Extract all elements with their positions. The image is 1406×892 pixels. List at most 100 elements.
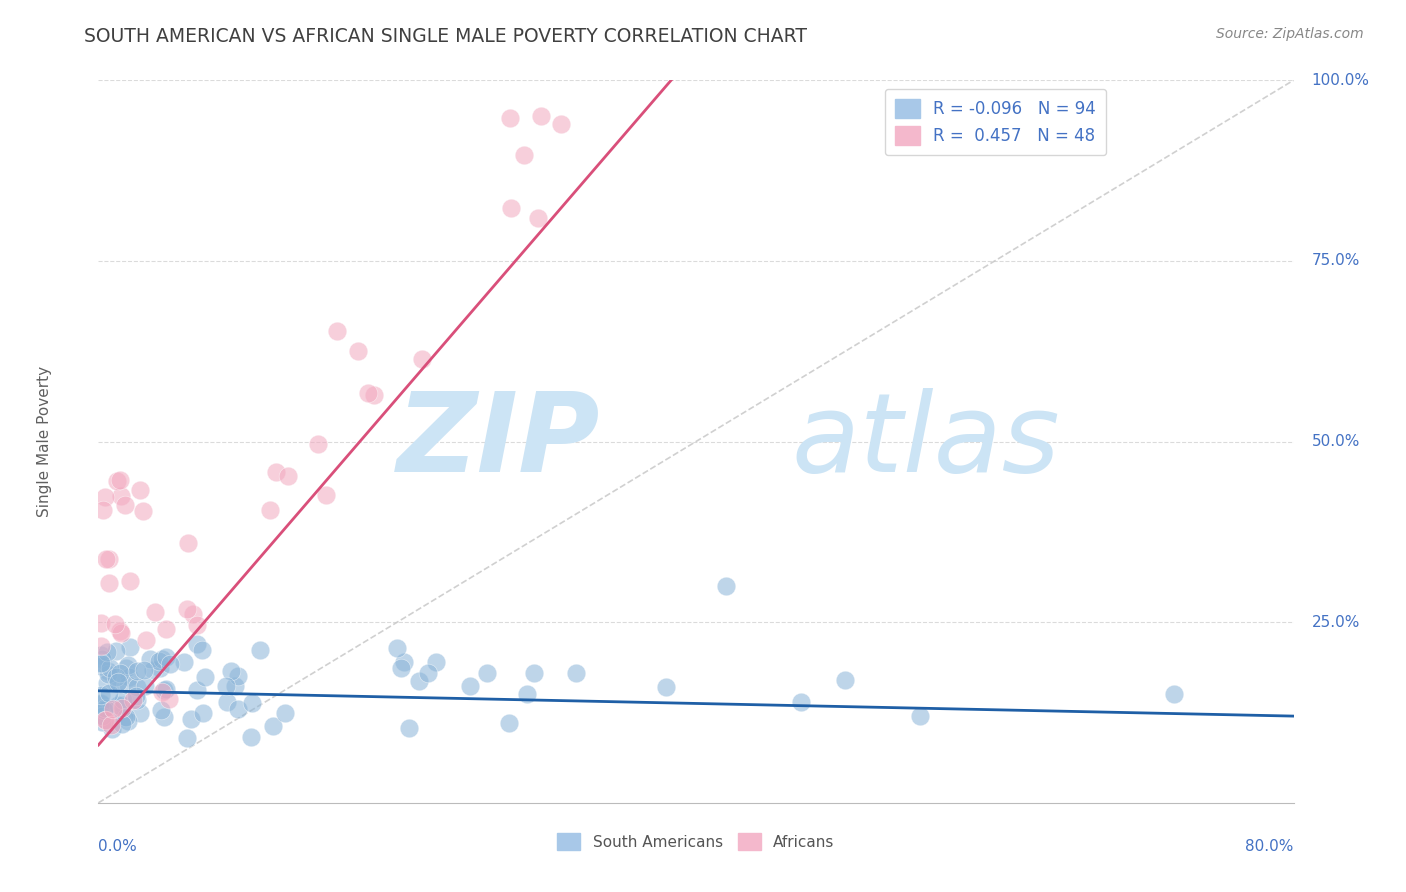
Point bbox=[90, 659, 112, 673]
Point bbox=[111, 717, 134, 731]
Point bbox=[149, 661, 172, 675]
Point bbox=[224, 679, 246, 693]
Point bbox=[125, 664, 148, 678]
Point bbox=[908, 709, 931, 723]
Point bbox=[98, 576, 121, 591]
Point bbox=[181, 607, 204, 621]
Point bbox=[425, 655, 447, 669]
Point bbox=[408, 674, 430, 689]
Point bbox=[107, 474, 129, 488]
Point bbox=[108, 624, 131, 638]
Point bbox=[97, 552, 120, 566]
Text: ZIP: ZIP bbox=[396, 388, 600, 495]
Point bbox=[513, 148, 536, 162]
Point bbox=[249, 643, 271, 657]
Point bbox=[107, 698, 129, 712]
Point bbox=[96, 676, 118, 690]
Point bbox=[93, 703, 115, 717]
Point bbox=[307, 437, 329, 451]
Point bbox=[363, 388, 385, 402]
Point bbox=[155, 622, 177, 636]
Point bbox=[91, 503, 114, 517]
Point bbox=[215, 679, 238, 693]
Text: 75.0%: 75.0% bbox=[1312, 253, 1360, 268]
Point bbox=[411, 352, 433, 367]
Point bbox=[150, 703, 173, 717]
Point bbox=[526, 211, 548, 226]
Point bbox=[100, 717, 122, 731]
Point bbox=[111, 693, 134, 707]
Point bbox=[477, 665, 499, 680]
Point bbox=[110, 626, 132, 640]
Point bbox=[96, 551, 118, 566]
Point bbox=[315, 488, 337, 502]
Point bbox=[834, 673, 856, 687]
Point bbox=[96, 714, 118, 729]
Point bbox=[100, 702, 122, 716]
Text: 0.0%: 0.0% bbox=[98, 838, 138, 854]
Point bbox=[125, 693, 148, 707]
Point bbox=[150, 652, 173, 666]
Point bbox=[240, 696, 263, 710]
Point bbox=[157, 691, 180, 706]
Point bbox=[273, 706, 295, 720]
Point bbox=[714, 579, 737, 593]
Point bbox=[159, 657, 181, 671]
Point bbox=[134, 679, 156, 693]
Point bbox=[96, 645, 118, 659]
Point bbox=[90, 657, 112, 671]
Text: 80.0%: 80.0% bbox=[1246, 838, 1294, 854]
Point bbox=[105, 676, 128, 690]
Point bbox=[90, 615, 112, 630]
Point bbox=[565, 665, 588, 680]
Point bbox=[228, 702, 250, 716]
Point bbox=[148, 654, 170, 668]
Point bbox=[110, 489, 132, 503]
Text: Single Male Poverty: Single Male Poverty bbox=[37, 366, 52, 517]
Point bbox=[176, 602, 198, 616]
Point bbox=[117, 670, 139, 684]
Point bbox=[523, 666, 546, 681]
Point bbox=[132, 504, 155, 518]
Point bbox=[91, 714, 114, 729]
Point bbox=[191, 643, 214, 657]
Point bbox=[105, 670, 128, 684]
Point bbox=[93, 713, 115, 727]
Point bbox=[416, 665, 439, 680]
Point bbox=[357, 386, 380, 401]
Point bbox=[150, 684, 173, 698]
Point bbox=[239, 730, 262, 744]
Point bbox=[128, 483, 150, 497]
Point bbox=[142, 664, 165, 678]
Point bbox=[155, 650, 177, 665]
Text: SOUTH AMERICAN VS AFRICAN SINGLE MALE POVERTY CORRELATION CHART: SOUTH AMERICAN VS AFRICAN SINGLE MALE PO… bbox=[84, 27, 807, 45]
Point bbox=[264, 465, 287, 479]
Point bbox=[186, 618, 208, 632]
Point bbox=[90, 697, 112, 711]
Point bbox=[186, 682, 208, 697]
Point bbox=[326, 324, 349, 338]
Point bbox=[387, 640, 409, 655]
Point bbox=[153, 683, 176, 698]
Point bbox=[114, 498, 136, 512]
Point bbox=[107, 675, 129, 690]
Point bbox=[259, 503, 281, 517]
Point bbox=[152, 709, 174, 723]
Point bbox=[97, 664, 120, 678]
Point bbox=[94, 490, 117, 504]
Point bbox=[1163, 687, 1185, 701]
Point bbox=[108, 473, 131, 487]
Point bbox=[277, 468, 299, 483]
Point bbox=[91, 652, 114, 666]
Text: atlas: atlas bbox=[792, 388, 1060, 495]
Point bbox=[98, 686, 121, 700]
Point bbox=[111, 701, 134, 715]
Point bbox=[90, 697, 112, 711]
Point bbox=[103, 702, 125, 716]
Point bbox=[112, 710, 135, 724]
Point bbox=[155, 682, 177, 697]
Point bbox=[219, 664, 242, 678]
Point bbox=[226, 669, 249, 683]
Point bbox=[90, 648, 112, 662]
Text: 50.0%: 50.0% bbox=[1312, 434, 1360, 449]
